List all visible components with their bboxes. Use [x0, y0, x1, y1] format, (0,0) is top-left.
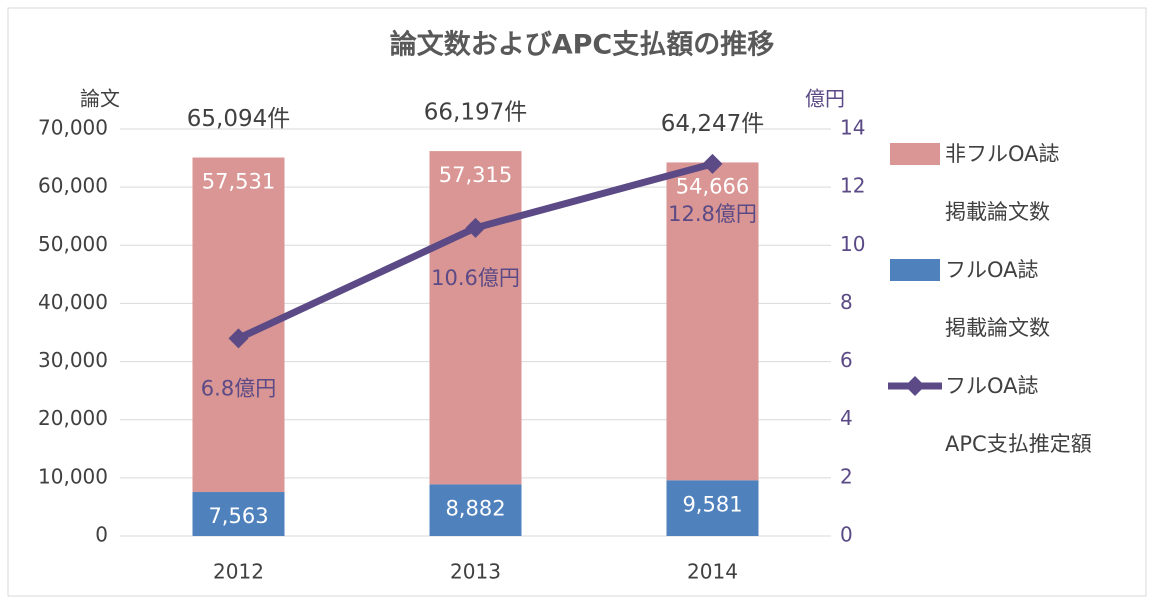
y-tick-label: 50,000	[38, 232, 108, 256]
bar-value-label: 7,563	[208, 504, 268, 528]
bar	[666, 480, 759, 536]
line-value-label: 10.6億円	[431, 266, 520, 290]
legend-entry: フルOA誌 APC支払推定額	[945, 374, 1092, 456]
line-marker	[228, 328, 249, 349]
y2-tick-label: 0	[840, 523, 853, 547]
bar	[192, 492, 285, 536]
bar-value-label: 9,581	[682, 492, 742, 516]
bar-value-label: 54,666	[676, 174, 749, 198]
y2-tick-label: 12	[840, 174, 865, 198]
y-tick-label: 70,000	[38, 116, 108, 140]
bar	[429, 151, 522, 485]
legend-swatch	[890, 143, 940, 165]
y2-tick-label: 10	[840, 232, 865, 256]
chart-border	[7, 7, 1147, 597]
legend-entry: 非フルOA誌 掲載論文数	[945, 142, 1060, 224]
bar-value-label: 8,882	[445, 496, 505, 520]
x-tick-label: 2014	[687, 560, 738, 584]
line-value-label: 6.8億円	[201, 376, 276, 400]
y2-tick-label: 4	[840, 406, 853, 430]
y-tick-label: 20,000	[38, 406, 108, 430]
legend-entry: フルOA誌 掲載論文数	[945, 258, 1050, 340]
y2-tick-label: 8	[840, 290, 853, 314]
y-axis-label: 論文	[80, 87, 120, 111]
bar	[666, 162, 759, 481]
total-label: 66,197件	[424, 100, 527, 126]
chart-title: 論文数およびAPC支払額の推移	[390, 29, 775, 61]
y2-tick-label: 14	[840, 116, 865, 140]
x-tick-label: 2013	[450, 560, 501, 584]
legend-marker	[905, 376, 925, 396]
y-tick-label: 60,000	[38, 174, 108, 198]
bar-value-label: 57,315	[439, 163, 512, 187]
total-label: 65,094件	[187, 106, 290, 132]
x-tick-label: 2012	[213, 560, 264, 584]
y-tick-label: 30,000	[38, 348, 108, 372]
line-marker	[465, 217, 486, 238]
line-value-label: 12.8億円	[668, 202, 757, 226]
total-label: 64,247件	[661, 111, 764, 137]
y-tick-label: 0	[95, 523, 108, 547]
legend-swatch	[890, 259, 940, 281]
line-marker	[702, 153, 723, 174]
y-tick-label: 10,000	[38, 464, 108, 488]
y-tick-label: 40,000	[38, 290, 108, 314]
y2-tick-label: 6	[840, 348, 853, 372]
y2-axis-label: 億円	[805, 87, 845, 111]
bar	[429, 484, 522, 536]
y2-tick-label: 2	[840, 464, 853, 488]
bar-value-label: 57,531	[202, 170, 275, 194]
